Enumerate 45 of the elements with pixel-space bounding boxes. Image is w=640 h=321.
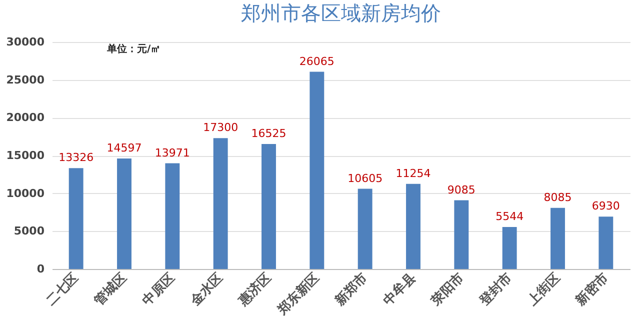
y-tick-label: 20000: [6, 111, 45, 124]
x-tick-label: 中原区: [140, 270, 178, 309]
annotation: 单位：元/㎡: [106, 43, 161, 55]
data-label: 13971: [154, 146, 190, 160]
data-label: 9085: [447, 183, 476, 196]
y-tick-label: 25000: [6, 73, 45, 86]
y-tick-label: 5000: [14, 224, 45, 238]
data-label: 6930: [592, 200, 620, 213]
x-tick-label: 荥阳市: [427, 270, 468, 310]
data-label: 14597: [106, 142, 142, 155]
data-label: 10605: [348, 172, 383, 185]
y-tick-label: 30000: [6, 36, 45, 48]
bar: [502, 227, 517, 269]
y-tick-label: 15000: [6, 149, 45, 162]
bar: [358, 188, 372, 269]
x-tick-label: 登封市: [476, 270, 516, 310]
data-label: 5544: [496, 210, 524, 224]
x-tick-label: 二七区: [44, 270, 82, 309]
x-tick-label: 郑东新区: [274, 270, 323, 319]
x-tick-label: 中牟县: [380, 270, 419, 309]
bar: [310, 72, 324, 269]
x-tick-label: 新密市: [572, 270, 612, 310]
x-tick-label: 金水区: [187, 270, 226, 310]
bar: [454, 200, 469, 269]
data-label: 17300: [203, 121, 238, 134]
data-label: 11254: [396, 166, 431, 180]
x-tick-label: 管城区: [91, 270, 130, 310]
bar: [213, 138, 228, 269]
x-tick-label: 新郑市: [331, 270, 371, 310]
bar: [165, 163, 180, 269]
data-label: 26065: [299, 54, 334, 68]
bar: [550, 208, 565, 269]
bar: [262, 144, 276, 269]
bar: [406, 184, 420, 269]
x-tick-label: 惠济区: [234, 270, 274, 310]
data-label: 8085: [544, 190, 572, 204]
bar: [68, 168, 84, 269]
bar: [598, 216, 614, 269]
data-label: 16525: [251, 126, 286, 140]
y-tick-label: 10000: [6, 186, 45, 200]
x-tick-label: 上街区: [524, 270, 564, 310]
bar: [117, 158, 132, 269]
data-label: 13326: [58, 151, 94, 164]
y-tick-label: 0: [36, 262, 45, 276]
chart-title: 郑州市各区域新房均价: [241, 1, 441, 25]
